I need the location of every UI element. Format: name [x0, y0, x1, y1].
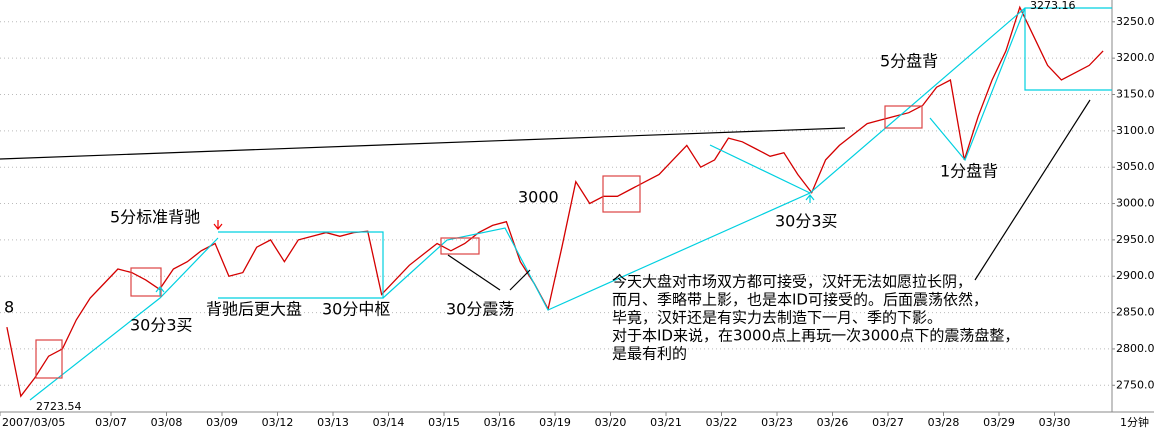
x-tick-label: 03/27: [872, 416, 904, 429]
low-label: 2723.54: [36, 400, 82, 413]
x-tick-label: 03/12: [262, 416, 294, 429]
x-tick-label: 03/28: [928, 416, 960, 429]
annotation: 5分标准背驰: [110, 208, 200, 227]
x-tick-label: 03/07: [95, 416, 127, 429]
box: [602, 175, 641, 213]
y-tick-label: 3200.00: [1116, 51, 1154, 64]
x-tick-label: 2007/03/05: [2, 416, 65, 429]
x-tick-label: 03/16: [484, 416, 516, 429]
trend-line: [0, 127, 846, 160]
trend-line: [929, 7, 1026, 162]
x-tick-label: 03/30: [1039, 416, 1071, 429]
annotation: 3000: [518, 188, 559, 207]
x-tick-label: 03/29: [983, 416, 1015, 429]
trend-line: [709, 144, 811, 194]
arrow: [805, 194, 815, 203]
annotation: 30分震荡: [446, 300, 514, 319]
annotation: 30分中枢: [322, 300, 390, 319]
x-tick-label: 03/21: [650, 416, 682, 429]
annotation: 1分盘背: [940, 162, 998, 181]
comment-line: 对于本ID来说，在3000点上再玩一次3000点下的震荡盘整，: [612, 327, 1019, 345]
y-tick-label: 2750.00: [1116, 378, 1154, 391]
y-tick-label: 3150.00: [1116, 88, 1154, 101]
price-line: [6, 5, 1104, 398]
y-tick-label: 2900.00: [1116, 269, 1154, 282]
annotation: 30分3买: [775, 212, 838, 231]
x-tick-label: 03/08: [151, 416, 183, 429]
x-tick-label: 03/26: [817, 416, 849, 429]
y-tick-label: 2950.00: [1116, 233, 1154, 246]
y-tick-label: 2850.00: [1116, 306, 1154, 319]
box: [35, 339, 63, 379]
x-tick-label: 03/15: [428, 416, 460, 429]
left-label: 8: [4, 298, 14, 317]
x-tick-label: 03/13: [317, 416, 349, 429]
x-tick-label: 03/20: [595, 416, 627, 429]
box: [440, 237, 480, 255]
pivot-box: [218, 231, 384, 299]
y-tick-label: 3250.00: [1116, 15, 1154, 28]
comment-line: 而月、季略带上影，也是本ID可接受的。后面震荡依然，: [612, 291, 988, 309]
pivot-box: [1024, 8, 1112, 91]
y-tick-label: 3100.00: [1116, 124, 1154, 137]
comment-line: 今天大盘对市场双方都可接受，汉奸无法如愿拉长阴，: [612, 273, 972, 291]
arrow: [213, 220, 223, 230]
pointer: [974, 99, 1091, 281]
box: [130, 267, 162, 297]
x-tick-label: 03/14: [373, 416, 405, 429]
x-tick-label: 03/19: [539, 416, 571, 429]
overlays: [0, 7, 1112, 401]
period-label: 1分钟: [1120, 415, 1149, 429]
y-tick-label: 3050.00: [1116, 160, 1154, 173]
annotation: 5分盘背: [880, 52, 938, 71]
x-tick-label: 03/23: [761, 416, 793, 429]
high-label: 3273.16: [1030, 0, 1076, 12]
x-tick-label: 03/09: [206, 416, 238, 429]
annotation: 30分3买: [130, 316, 193, 335]
pointer: [447, 254, 501, 291]
trend-line: [29, 237, 219, 401]
y-tick-label: 2800.00: [1116, 342, 1154, 355]
box: [884, 105, 923, 129]
arrow: [155, 286, 165, 296]
pointer: [509, 269, 531, 291]
annotation: 背驰后更大盘: [206, 300, 302, 319]
x-tick-label: 03/22: [706, 416, 738, 429]
comment-line: 毕竟，汉奸还是有实力去制造下一月、季的下影。: [612, 309, 942, 327]
comment-line: 是最有利的: [612, 345, 687, 363]
y-tick-label: 3000.00: [1116, 197, 1154, 210]
